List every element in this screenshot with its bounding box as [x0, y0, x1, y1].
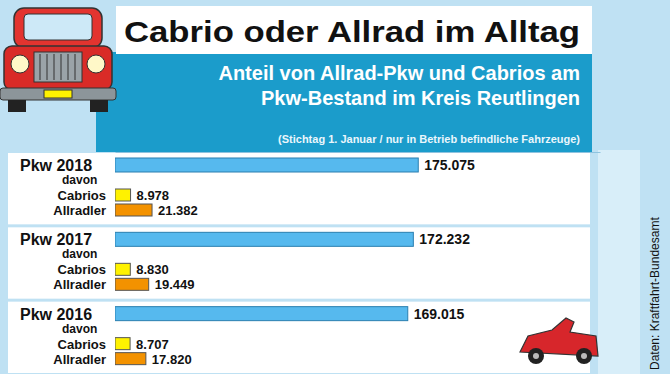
banner: [96, 52, 592, 152]
source: Daten: Kraftfahrt-Bundesamt: [648, 217, 662, 370]
category-label: Pkw 2016: [20, 306, 92, 323]
category-label: Pkw 2018: [20, 157, 92, 174]
group-panel: [8, 153, 590, 224]
bar: [115, 338, 130, 350]
bar: [115, 278, 149, 290]
axis-line: [116, 152, 601, 153]
data-label: 21.382: [158, 203, 198, 218]
title-box: [116, 6, 592, 54]
data-label: 17.820: [152, 352, 192, 367]
bar: [115, 189, 131, 201]
data-label: 175.075: [424, 157, 475, 173]
title: Cabrio oder Allrad im Alltag: [124, 15, 580, 48]
data-label: 8.978: [137, 188, 170, 203]
car-icon: [520, 318, 598, 364]
series-label: Allradler: [53, 352, 106, 367]
series-label: Cabrios: [58, 262, 106, 277]
bar: [115, 232, 413, 246]
series-label: Cabrios: [58, 188, 106, 203]
bar: [115, 263, 130, 275]
subtitle: Pkw-Bestand im Kreis Reutlingen: [261, 87, 580, 109]
labels: Pkw 2018175.075davonCabrios8.978Allradle…: [20, 157, 475, 367]
bar: [115, 307, 408, 321]
bar: [115, 353, 146, 365]
data-label: 172.232: [419, 231, 470, 247]
data-label: 8.707: [136, 337, 169, 352]
bar: [115, 204, 152, 216]
series-label: Cabrios: [58, 337, 106, 352]
background: [0, 0, 670, 374]
jeep-icon: [0, 8, 116, 112]
category-label: Pkw 2017: [20, 231, 92, 248]
series-label: Allradler: [53, 203, 106, 218]
side-strip: [598, 150, 640, 374]
data-label: 169.015: [414, 306, 465, 322]
sub-label: davon: [62, 322, 97, 336]
subtitle: Anteil von Allrad-Pkw und Cabrios am: [218, 62, 580, 84]
bars: [115, 158, 418, 365]
sub-label: davon: [62, 247, 97, 261]
data-label: 8.830: [136, 262, 169, 277]
chart: Cabrio oder Allrad im Alltag Anteil von A…: [0, 0, 670, 374]
group-panel: [8, 302, 590, 373]
sub-label: davon: [62, 173, 97, 187]
bar: [115, 158, 418, 172]
data-label: 19.449: [155, 277, 195, 292]
note: (Stichtag 1. Januar / nur in Betrieb bef…: [278, 133, 580, 145]
x-axis: [116, 152, 601, 153]
series-label: Allradler: [53, 277, 106, 292]
group-panel: [8, 227, 590, 298]
